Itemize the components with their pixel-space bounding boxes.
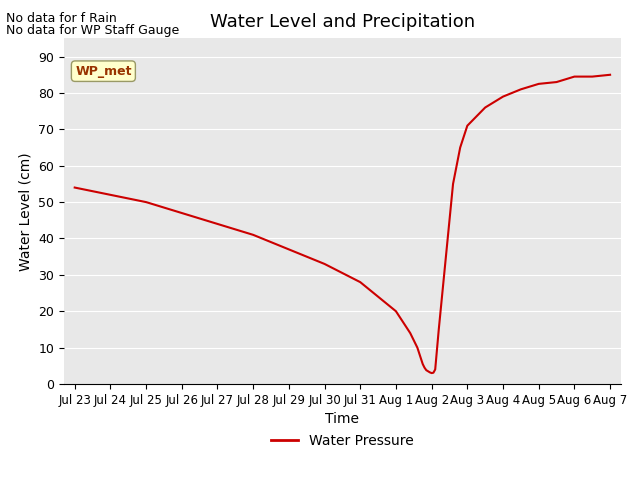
Text: No data for WP Staff Gauge: No data for WP Staff Gauge: [6, 24, 180, 36]
Text: No data for f Rain: No data for f Rain: [6, 12, 117, 24]
Title: Water Level and Precipitation: Water Level and Precipitation: [210, 13, 475, 31]
Legend: Water Pressure: Water Pressure: [265, 428, 420, 453]
Text: WP_met: WP_met: [75, 65, 132, 78]
X-axis label: Time: Time: [325, 412, 360, 426]
Y-axis label: Water Level (cm): Water Level (cm): [19, 152, 33, 271]
